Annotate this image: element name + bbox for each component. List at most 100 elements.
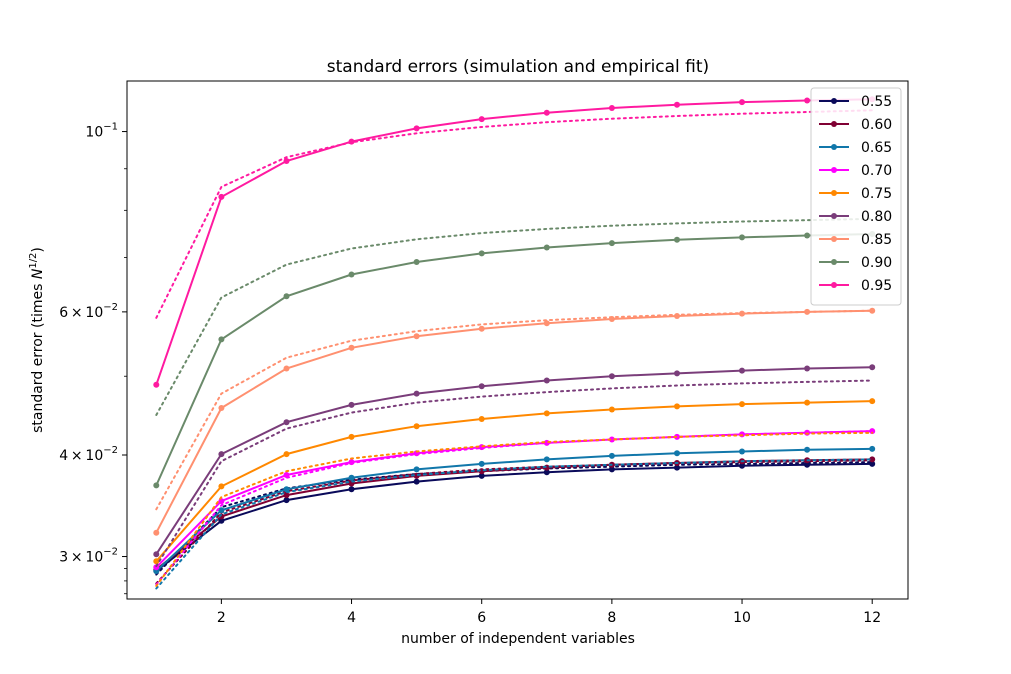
x-axis-label: number of independent variables [401,631,635,647]
series-0.90 [153,217,876,489]
fit-line-0.95 [155,109,874,319]
series-0.65 [153,445,876,590]
data-point [804,97,811,104]
data-point [543,456,550,463]
x-axis: 2 4 6 8 10 12 [217,599,881,626]
legend-marker [831,190,837,196]
legend-label: 0.65 [861,140,892,156]
y-tick-label: 4 × 10−2 [59,445,118,464]
y-axis-label: standard error (times N1/2) [28,247,46,433]
y-tick-label: 3 × 10−2 [59,547,118,566]
data-point [804,308,811,315]
data-point [478,250,485,257]
data-point [413,423,420,430]
data-point [348,486,355,493]
series-0.60 [153,456,876,585]
data-point [283,158,290,164]
legend-label: 0.55 [861,94,892,110]
legend-item: 0.70 [819,163,892,179]
legend-marker [831,167,837,173]
data-point [283,365,290,372]
series-0.75 [153,398,876,587]
legend-marker [831,259,837,265]
data-point [869,445,876,452]
data-point [478,472,485,479]
x-tick-label: 10 [733,610,751,626]
series-0.95 [153,96,876,388]
data-point [804,461,811,468]
data-point [283,492,290,499]
legend-item: 0.95 [819,278,892,294]
data-point [153,381,160,388]
legend-label: 0.75 [861,186,892,202]
data-point [543,320,550,327]
data-point [869,364,876,371]
data-point [153,482,160,489]
legend: 0.55 0.60 0.65 0.70 0.75 0.80 0.85 0.90 0.95 [810,87,902,306]
data-point [608,452,615,459]
data-point [674,313,680,319]
y-axis: 3 × 10−2 4 × 10−2 6 × 10−2 10−1 [59,122,127,595]
data-point [348,474,355,481]
data-point [543,410,550,417]
simulation-line-0.65 [155,447,873,572]
data-point [283,451,290,458]
legend-label: 0.95 [861,278,892,294]
chart-title: standard errors (simulation and empirica… [327,57,709,77]
x-tick-label: 8 [607,610,616,626]
data-point [283,497,290,504]
simulation-line-0.60 [155,458,873,571]
simulation-line-0.75 [155,400,873,562]
fit-line-0.65 [155,458,874,590]
data-point [283,472,290,478]
simulation-line-0.85 [155,309,873,534]
data-point [348,138,355,145]
data-point [153,564,160,571]
series-layer [153,96,876,590]
legend-item: 0.75 [819,186,892,202]
data-point [804,232,811,239]
data-point [674,101,680,108]
data-point [478,416,485,422]
legend-marker [831,144,837,150]
data-point [608,373,615,380]
legend-label: 0.85 [861,232,892,248]
legend-item: 0.65 [819,140,892,156]
data-point [739,401,745,408]
data-point [348,401,355,408]
series-0.85 [153,307,876,536]
data-point [543,109,550,116]
legend-item: 0.85 [819,232,892,248]
legend-label: 0.80 [861,209,892,225]
data-point [674,403,680,410]
series-0.55 [153,460,876,576]
plot-area [126,80,909,600]
legend-marker [831,213,837,219]
data-point [413,125,420,132]
data-point [739,462,745,469]
data-point [608,240,615,247]
data-point [739,310,745,317]
data-point [869,460,876,467]
fit-line-0.85 [155,309,874,511]
data-point [218,483,225,490]
x-tick-label: 12 [863,610,881,626]
data-point [283,486,290,493]
data-point [608,316,615,322]
data-point [348,433,355,440]
data-point [153,551,160,558]
x-tick-label: 4 [347,610,356,626]
data-point [739,99,745,106]
data-point [543,377,550,384]
fit-line-0.75 [155,431,874,587]
data-point [283,419,290,426]
data-point [804,399,811,406]
data-point [478,325,485,332]
legend-item: 0.80 [819,209,892,225]
data-point [478,383,485,390]
data-point [348,459,355,466]
fit-line-0.60 [155,459,874,585]
data-point [608,466,615,473]
data-point [218,193,225,200]
